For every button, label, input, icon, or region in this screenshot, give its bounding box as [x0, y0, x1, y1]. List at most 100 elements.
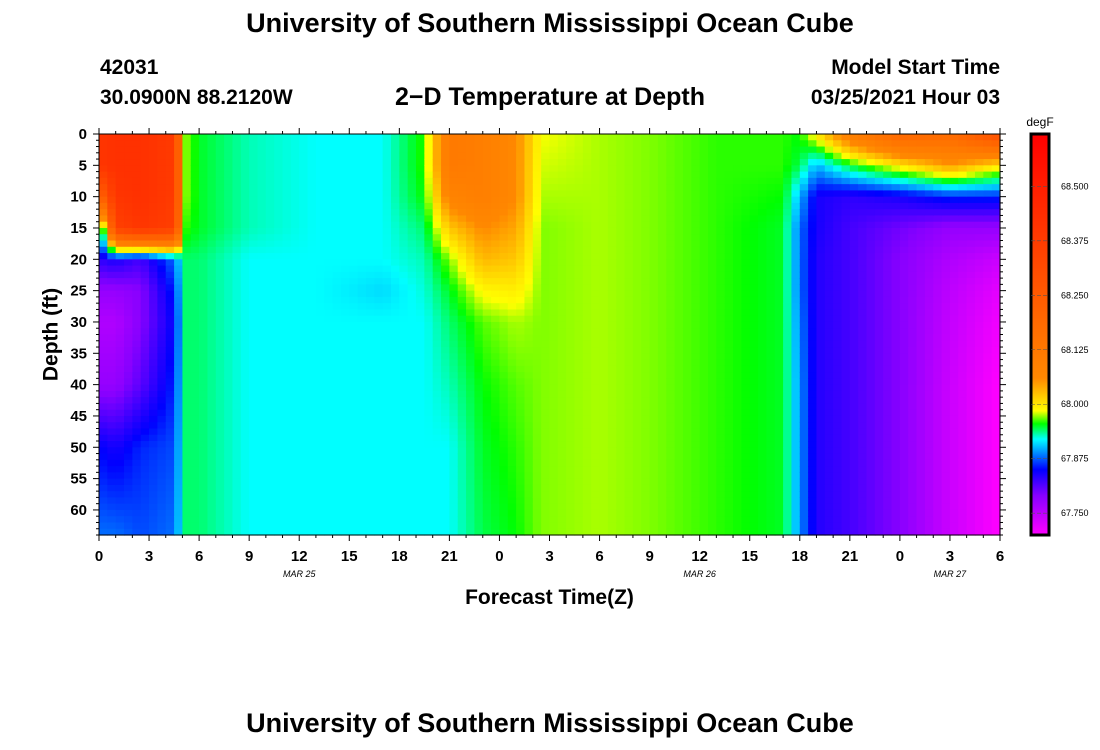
heatmap-cell: [407, 453, 417, 461]
heatmap-cell: [232, 215, 242, 223]
heatmap-cell: [182, 284, 192, 292]
heatmap-cell: [532, 453, 542, 461]
heatmap-cell: [574, 459, 584, 467]
heatmap-cell: [365, 453, 375, 461]
heatmap-cell: [174, 422, 184, 430]
heatmap-cell: [708, 415, 717, 423]
heatmap-cell: [516, 422, 526, 430]
heatmap-cell: [516, 472, 526, 480]
heatmap-cell: [132, 428, 142, 436]
heatmap-cell: [307, 253, 317, 260]
heatmap-cell: [115, 215, 125, 223]
heatmap-cell: [424, 434, 434, 442]
heatmap-cell: [424, 296, 434, 304]
heatmap-cell: [115, 234, 125, 242]
heatmap-cell: [482, 284, 492, 292]
heatmap-cell: [532, 447, 542, 455]
heatmap-cell: [524, 303, 534, 311]
heatmap-cell: [124, 196, 133, 204]
heatmap-cell: [382, 478, 392, 486]
heatmap-cell: [607, 271, 617, 279]
heatmap-cell: [616, 353, 626, 361]
heatmap-cell: [390, 165, 400, 173]
heatmap-cell: [574, 134, 584, 141]
heatmap-cell: [182, 246, 192, 254]
heatmap-cell: [357, 441, 367, 448]
heatmap-cell: [674, 152, 684, 160]
heatmap-cell: [99, 190, 108, 198]
heatmap-cell: [115, 415, 125, 423]
heatmap-cell: [482, 491, 492, 499]
heatmap-cell: [182, 234, 192, 242]
heatmap-cell: [207, 315, 217, 323]
heatmap-cell: [340, 491, 350, 499]
heatmap-cell: [474, 466, 484, 473]
heatmap-cell: [682, 447, 692, 455]
heatmap-cell: [524, 296, 534, 304]
heatmap-cell: [382, 315, 392, 323]
heatmap-cell: [691, 152, 701, 160]
heatmap-cell: [199, 340, 209, 348]
heatmap-cell: [124, 397, 133, 405]
heatmap-cell: [557, 384, 567, 392]
heatmap-cell: [457, 246, 467, 254]
heatmap-cell: [199, 209, 209, 217]
heatmap-cell: [649, 209, 659, 217]
heatmap-cell: [541, 334, 551, 342]
heatmap-cell: [349, 209, 359, 217]
heatmap-cell: [107, 484, 117, 492]
heatmap-cell: [157, 478, 167, 486]
heatmap-cell: [557, 227, 567, 235]
heatmap-cell: [124, 334, 133, 342]
heatmap-cell: [416, 209, 425, 217]
heatmap-cell: [124, 315, 133, 323]
heatmap-cell: [232, 221, 242, 229]
heatmap-cell: [349, 134, 359, 141]
heatmap-cell: [616, 403, 626, 411]
heatmap-cell: [182, 146, 192, 154]
heatmap-cell: [574, 152, 584, 160]
heatmap-cell: [390, 171, 400, 179]
heatmap-cell: [624, 134, 634, 141]
heatmap-cell: [499, 328, 509, 336]
heatmap-cell: [733, 177, 742, 185]
heatmap-cell: [432, 215, 442, 223]
heatmap-cell: [99, 516, 108, 524]
heatmap-cell: [115, 134, 125, 141]
heatmap-cell: [307, 278, 317, 285]
heatmap-cell: [507, 497, 517, 505]
heatmap-cell: [215, 491, 225, 499]
heatmap-cell: [407, 353, 417, 361]
heatmap-cell: [115, 397, 125, 405]
heatmap-cell: [716, 359, 726, 367]
heatmap-cell: [249, 497, 259, 505]
heatmap-cell: [674, 441, 684, 448]
heatmap-cell: [140, 428, 150, 436]
heatmap-cell: [591, 447, 601, 455]
heatmap-cell: [165, 140, 175, 148]
heatmap-cell: [224, 528, 234, 536]
heatmap-cell: [290, 453, 300, 461]
heatmap-cell: [708, 159, 717, 166]
heatmap-cell: [274, 409, 284, 417]
heatmap-cell: [716, 409, 726, 417]
heatmap-cell: [240, 503, 250, 511]
heatmap-cell: [349, 453, 359, 461]
heatmap-cell: [199, 447, 209, 455]
heatmap-cell: [332, 403, 342, 411]
heatmap-cell: [349, 284, 359, 292]
heatmap-cell: [591, 171, 601, 179]
heatmap-cell: [257, 453, 267, 461]
heatmap-cell: [666, 202, 676, 210]
heatmap-cell: [157, 290, 167, 298]
heatmap-cell: [232, 497, 242, 505]
heatmap-cell: [591, 497, 601, 505]
heatmap-cell: [365, 328, 375, 336]
heatmap-cell: [641, 284, 651, 292]
heatmap-cell: [349, 441, 359, 448]
heatmap-cell: [107, 159, 117, 166]
heatmap-cell: [399, 321, 409, 329]
heatmap-cell: [157, 415, 167, 423]
heatmap-cell: [574, 334, 584, 342]
heatmap-cell: [524, 209, 534, 217]
